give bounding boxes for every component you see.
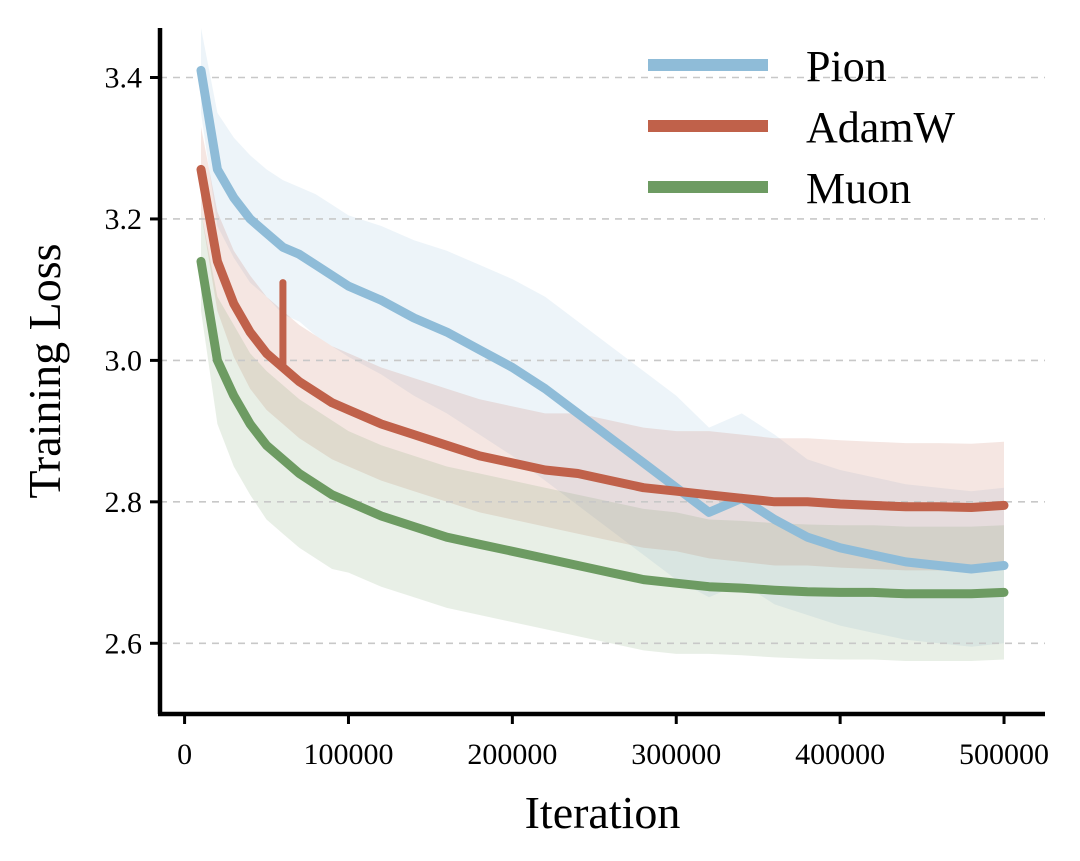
series-lines bbox=[196, 65, 1009, 599]
y-tick-2.6: 2.6 bbox=[105, 627, 143, 660]
y-tick-3.4: 3.4 bbox=[105, 62, 143, 95]
muon-band bbox=[201, 211, 1004, 661]
pion-band bbox=[201, 28, 1004, 647]
gridlines bbox=[160, 76, 1045, 645]
muon-line bbox=[196, 256, 1009, 599]
y-tick-3.2: 3.2 bbox=[105, 203, 143, 236]
x-tick-0: 0 bbox=[177, 738, 192, 771]
legend: Pion AdamW Muon bbox=[648, 42, 956, 213]
x-tick-300000: 300000 bbox=[631, 738, 721, 771]
x-axis-label: Iteration bbox=[525, 787, 681, 838]
confidence-bands bbox=[201, 28, 1004, 661]
adamw-band bbox=[201, 127, 1004, 572]
axes bbox=[150, 28, 1045, 724]
pion-line bbox=[196, 65, 1009, 574]
x-tick-200000: 200000 bbox=[467, 738, 557, 771]
legend-label-adamw: AdamW bbox=[806, 103, 956, 152]
tick-labels: 0 100000 200000 300000 400000 500000 2.6 2.8 3.0… bbox=[105, 62, 1050, 771]
y-tick-2.8: 2.8 bbox=[105, 486, 143, 519]
y-axis-label: Training Loss bbox=[19, 243, 70, 498]
x-tick-500000: 500000 bbox=[959, 738, 1049, 771]
x-tick-100000: 100000 bbox=[303, 738, 393, 771]
legend-label-muon: Muon bbox=[806, 164, 911, 213]
x-tick-400000: 400000 bbox=[795, 738, 885, 771]
legend-label-pion: Pion bbox=[806, 42, 887, 91]
y-tick-3.0: 3.0 bbox=[105, 344, 143, 377]
